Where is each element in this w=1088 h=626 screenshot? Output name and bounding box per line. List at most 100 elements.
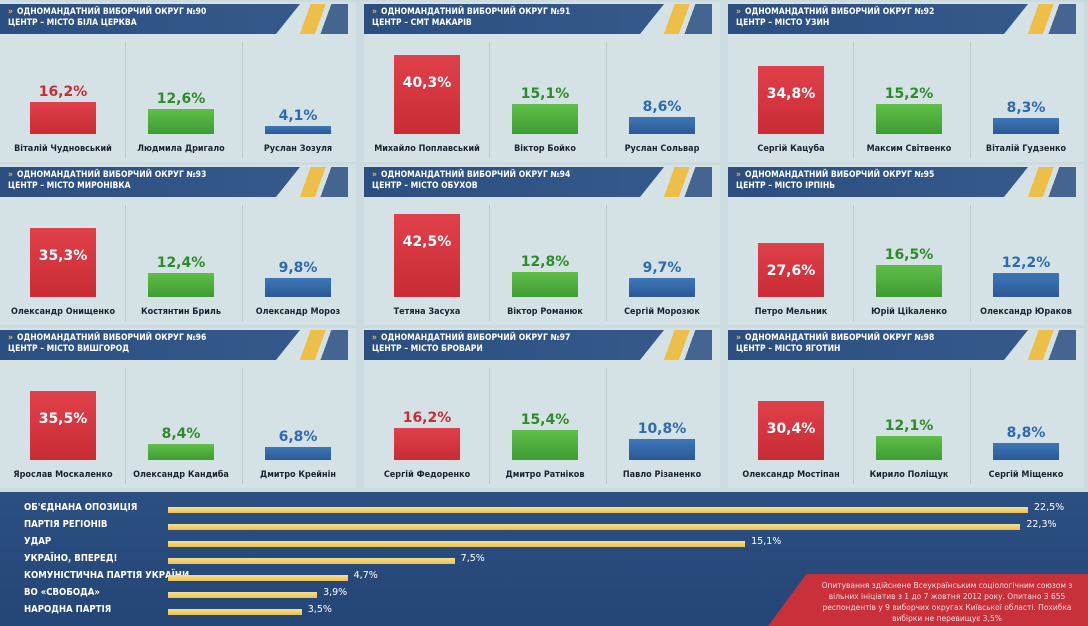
candidate-name: Тетяна Засуха <box>393 307 461 317</box>
vote-percent: 15,4% <box>520 411 570 428</box>
double-chevron-right-icon: » <box>8 333 13 343</box>
candidate-column: 27,6% Петро Мельник <box>736 205 846 321</box>
candidate-column: 6,8% Дмитро Крейнін <box>242 368 353 484</box>
candidate-column: 9,8% Олександр Мороз <box>242 205 353 321</box>
vote-bar <box>394 428 460 460</box>
candidate-column: 42,5% Тетяна Засуха <box>372 205 482 321</box>
vote-percent: 34,8% <box>766 85 816 102</box>
district-center: ЦЕНТР – СМТ МАКАРІВ <box>372 18 472 28</box>
candidate-name: Олександр Юраков <box>980 307 1072 317</box>
district-header: » ОДНОМАНДАТНИЙ ВИБОРЧИЙ ОКРУГ №98 ЦЕНТР –… <box>728 330 1028 360</box>
party-bar <box>168 524 1021 530</box>
district-center: ЦЕНТР – МІСТО ВИШГОРОД <box>8 344 130 354</box>
vote-bar <box>148 443 214 460</box>
double-chevron-right-icon: » <box>372 333 377 343</box>
vote-percent: 9,8% <box>278 259 318 276</box>
candidate-name: Олександр Мостіпан <box>742 470 840 480</box>
candidate-name: Олександр Онищенко <box>10 307 116 317</box>
district-title: ОДНОМАНДАТНИЙ ВИБОРЧИЙ ОКРУГ №94 <box>380 170 571 180</box>
vote-percent: 15,1% <box>520 86 570 103</box>
vote-percent: 40,3% <box>402 75 452 92</box>
vote-bar <box>876 436 942 460</box>
candidate-column: 15,4% Дмитро Ратніков <box>489 368 600 484</box>
candidate-column: 8,4% Олександр Кандиба <box>125 368 236 484</box>
candidate-name: Дмитро Крейнін <box>260 470 336 480</box>
district-panel: » ОДНОМАНДАТНИЙ ВИБОРЧИЙ ОКРУГ №97 ЦЕНТР –… <box>364 328 720 488</box>
party-name: ВО «СВОБОДА» <box>24 587 100 598</box>
candidate-column: 9,7% Сергій Морозюк <box>606 205 717 321</box>
district-title: ОДНОМАНДАТНИЙ ВИБОРЧИЙ ОКРУГ №91 <box>380 7 571 17</box>
decorative-stripe <box>290 330 348 360</box>
vote-percent: 27,6% <box>766 263 816 280</box>
candidate-name: Ярослав Москаленко <box>13 470 113 480</box>
vote-bar <box>30 227 96 297</box>
district-header: » ОДНОМАНДАТНИЙ ВИБОРЧИЙ ОКРУГ №95 ЦЕНТР –… <box>728 167 1028 197</box>
vote-percent: 6,8% <box>278 428 318 445</box>
candidate-column: 34,8% Сергій Кацуба <box>736 42 846 158</box>
candidate-column: 16,2% Сергій Федоренко <box>372 368 482 484</box>
district-panel: » ОДНОМАНДАТНИЙ ВИБОРЧИЙ ОКРУГ №91 ЦЕНТР –… <box>364 2 720 162</box>
candidate-column: 35,5% Ярослав Москаленко <box>8 368 118 484</box>
vote-percent: 35,5% <box>38 410 88 427</box>
vote-percent: 16,5% <box>884 246 934 263</box>
vote-percent: 12,2% <box>1001 255 1051 272</box>
party-percent: 7,5% <box>460 553 485 564</box>
party-bar <box>168 592 318 598</box>
vote-bar <box>512 104 578 134</box>
candidate-column: 4,1% Руслан Зозуля <box>242 42 353 158</box>
vote-bar <box>629 117 695 134</box>
party-name: УДАР <box>24 536 52 547</box>
party-row: КОМУНІСТИЧНА ПАРТІЯ УКРАЇНИ 4,7% <box>0 568 1088 585</box>
district-center: ЦЕНТР – МІСТО УЗИН <box>736 18 830 28</box>
vote-percent: 16,2% <box>402 410 452 427</box>
candidate-name: Петро Мельник <box>754 307 828 317</box>
vote-percent: 8,4% <box>161 425 201 442</box>
vote-percent: 15,2% <box>884 86 934 103</box>
double-chevron-right-icon: » <box>736 170 741 180</box>
district-title: ОДНОМАНДАТНИЙ ВИБОРЧИЙ ОКРУГ №98 <box>744 333 935 343</box>
party-bar <box>168 541 746 547</box>
party-percent: 22,3% <box>1026 519 1057 530</box>
candidate-name: Юрій Ціkаленко <box>871 307 947 317</box>
candidate-name: Людмила Дригало <box>137 144 225 154</box>
vote-bar <box>876 264 942 297</box>
district-header: » ОДНОМАНДАТНИЙ ВИБОРЧИЙ ОКРУГ №90 ЦЕНТР –… <box>0 4 300 34</box>
district-panel: » ОДНОМАНДАТНИЙ ВИБОРЧИЙ ОКРУГ №92 ЦЕНТР –… <box>728 2 1084 162</box>
decorative-stripe <box>290 4 348 34</box>
district-panel: » ОДНОМАНДАТНИЙ ВИБОРЧИЙ ОКРУГ №90 ЦЕНТР –… <box>0 2 356 162</box>
party-row: ОБ'ЄДНАНА ОПОЗИЦІЯ 22,5% <box>0 500 1088 517</box>
party-bar <box>168 575 348 581</box>
candidate-column: 12,4% Костянтин Бриль <box>125 205 236 321</box>
candidate-name: Віталій Чудновський <box>14 144 112 154</box>
vote-bar <box>30 390 96 460</box>
candidate-name: Віктор Романюк <box>507 307 583 317</box>
double-chevron-right-icon: » <box>372 7 377 17</box>
vote-bar <box>148 109 214 134</box>
district-header: » ОДНОМАНДАТНИЙ ВИБОРЧИЙ ОКРУГ №93 ЦЕНТР –… <box>0 167 300 197</box>
party-row: ПАРТІЯ РЕГІОНІВ 22,3% <box>0 517 1088 534</box>
candidate-name: Кирило Поліщук <box>869 470 949 480</box>
candidate-column: 30,4% Олександр Мостіпан <box>736 368 846 484</box>
district-header: » ОДНОМАНДАТНИЙ ВИБОРЧИЙ ОКРУГ №97 ЦЕНТР –… <box>364 330 664 360</box>
decorative-stripe <box>1018 167 1076 197</box>
vote-percent: 16,2% <box>38 84 88 101</box>
party-percent: 4,7% <box>353 570 378 581</box>
candidate-column: 8,8% Сергій Міщенко <box>970 368 1081 484</box>
party-name: УКРАЇНО, ВПЕРЕД! <box>24 553 118 564</box>
district-center: ЦЕНТР – МІСТО БРОВАРИ <box>372 344 483 354</box>
vote-percent: 30,4% <box>766 420 816 437</box>
vote-percent: 4,1% <box>278 107 318 124</box>
double-chevron-right-icon: » <box>372 170 377 180</box>
party-row: УДАР 15,1% <box>0 534 1088 551</box>
candidate-column: 12,1% Кирило Поліщук <box>853 368 964 484</box>
vote-bar <box>758 65 824 134</box>
district-center: ЦЕНТР – МІСТО ІРПІНЬ <box>736 181 836 191</box>
candidate-name: Максим Світвенко <box>866 144 952 154</box>
district-panel: » ОДНОМАНДАТНИЙ ВИБОРЧИЙ ОКРУГ №93 ЦЕНТР –… <box>0 165 356 325</box>
district-grid: » ОДНОМАНДАТНИЙ ВИБОРЧИЙ ОКРУГ №90 ЦЕНТР –… <box>0 2 1084 488</box>
candidate-name: Віталій Гудзенко <box>985 144 1067 154</box>
vote-bar <box>758 243 824 297</box>
party-bar <box>168 507 1028 513</box>
party-percent: 22,5% <box>1034 502 1065 513</box>
district-center: ЦЕНТР – МІСТО МИРОНІВКА <box>8 181 131 191</box>
